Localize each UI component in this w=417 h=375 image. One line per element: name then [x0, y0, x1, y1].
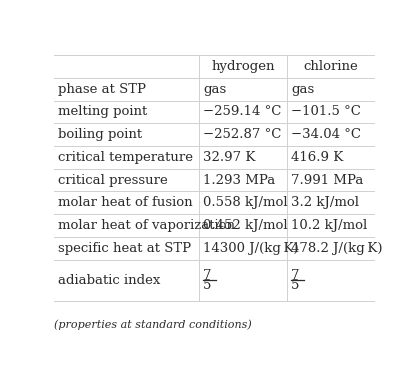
Text: 416.9 K: 416.9 K — [291, 151, 344, 164]
Text: −101.5 °C: −101.5 °C — [291, 105, 361, 118]
Text: 5: 5 — [203, 279, 211, 292]
Text: −259.14 °C: −259.14 °C — [203, 105, 281, 118]
Text: melting point: melting point — [58, 105, 147, 118]
Text: −252.87 °C: −252.87 °C — [203, 128, 281, 141]
Text: phase at STP: phase at STP — [58, 83, 146, 96]
Text: −34.04 °C: −34.04 °C — [291, 128, 361, 141]
Text: 5: 5 — [291, 279, 299, 292]
Text: gas: gas — [291, 83, 314, 96]
Text: molar heat of fusion: molar heat of fusion — [58, 196, 192, 209]
Text: 32.97 K: 32.97 K — [203, 151, 256, 164]
Text: gas: gas — [203, 83, 226, 96]
Text: adiabatic index: adiabatic index — [58, 274, 160, 286]
Text: 7: 7 — [291, 268, 300, 282]
Text: critical pressure: critical pressure — [58, 174, 167, 187]
Text: 7: 7 — [203, 268, 212, 282]
Text: 7.991 MPa: 7.991 MPa — [291, 174, 364, 187]
Text: 0.452 kJ/mol: 0.452 kJ/mol — [203, 219, 288, 232]
Text: 478.2 J/(kg K): 478.2 J/(kg K) — [291, 242, 383, 255]
Text: 1.293 MPa: 1.293 MPa — [203, 174, 276, 187]
Text: molar heat of vaporization: molar heat of vaporization — [58, 219, 235, 232]
Text: 3.2 kJ/mol: 3.2 kJ/mol — [291, 196, 359, 209]
Text: critical temperature: critical temperature — [58, 151, 193, 164]
Text: chlorine: chlorine — [303, 60, 358, 73]
Text: 0.558 kJ/mol: 0.558 kJ/mol — [203, 196, 288, 209]
Text: specific heat at STP: specific heat at STP — [58, 242, 191, 255]
Text: 10.2 kJ/mol: 10.2 kJ/mol — [291, 219, 367, 232]
Text: hydrogen: hydrogen — [211, 60, 275, 73]
Text: boiling point: boiling point — [58, 128, 142, 141]
Text: 14300 J/(kg K): 14300 J/(kg K) — [203, 242, 299, 255]
Text: (properties at standard conditions): (properties at standard conditions) — [54, 320, 251, 330]
